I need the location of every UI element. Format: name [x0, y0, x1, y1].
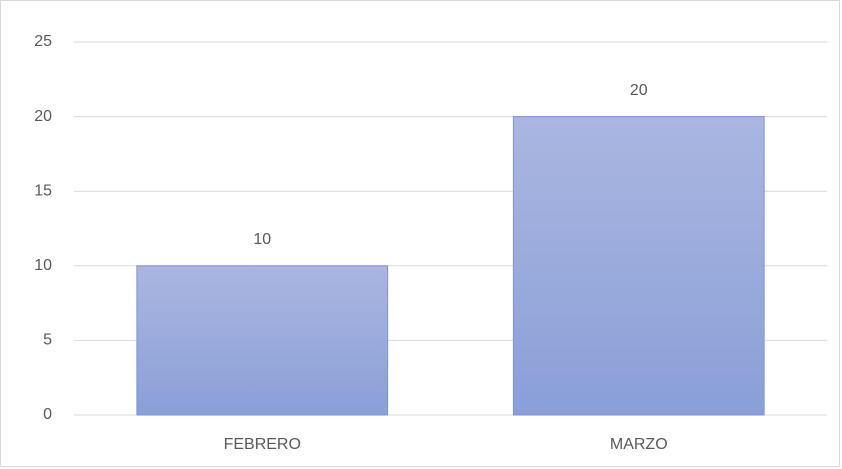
bar: [512, 116, 765, 416]
x-tick-label: MARZO: [610, 436, 668, 453]
x-tick-label: FEBRERO: [224, 436, 301, 453]
bar: [136, 265, 389, 416]
data-label: 10: [253, 231, 271, 248]
y-tick-label: 5: [43, 332, 52, 349]
y-tick-label: 0: [43, 406, 52, 423]
y-tick-label: 15: [34, 182, 52, 199]
data-label: 20: [630, 82, 648, 99]
y-tick-label: 10: [34, 257, 52, 274]
y-tick-label: 20: [34, 108, 52, 125]
y-tick-label: 25: [34, 33, 52, 50]
